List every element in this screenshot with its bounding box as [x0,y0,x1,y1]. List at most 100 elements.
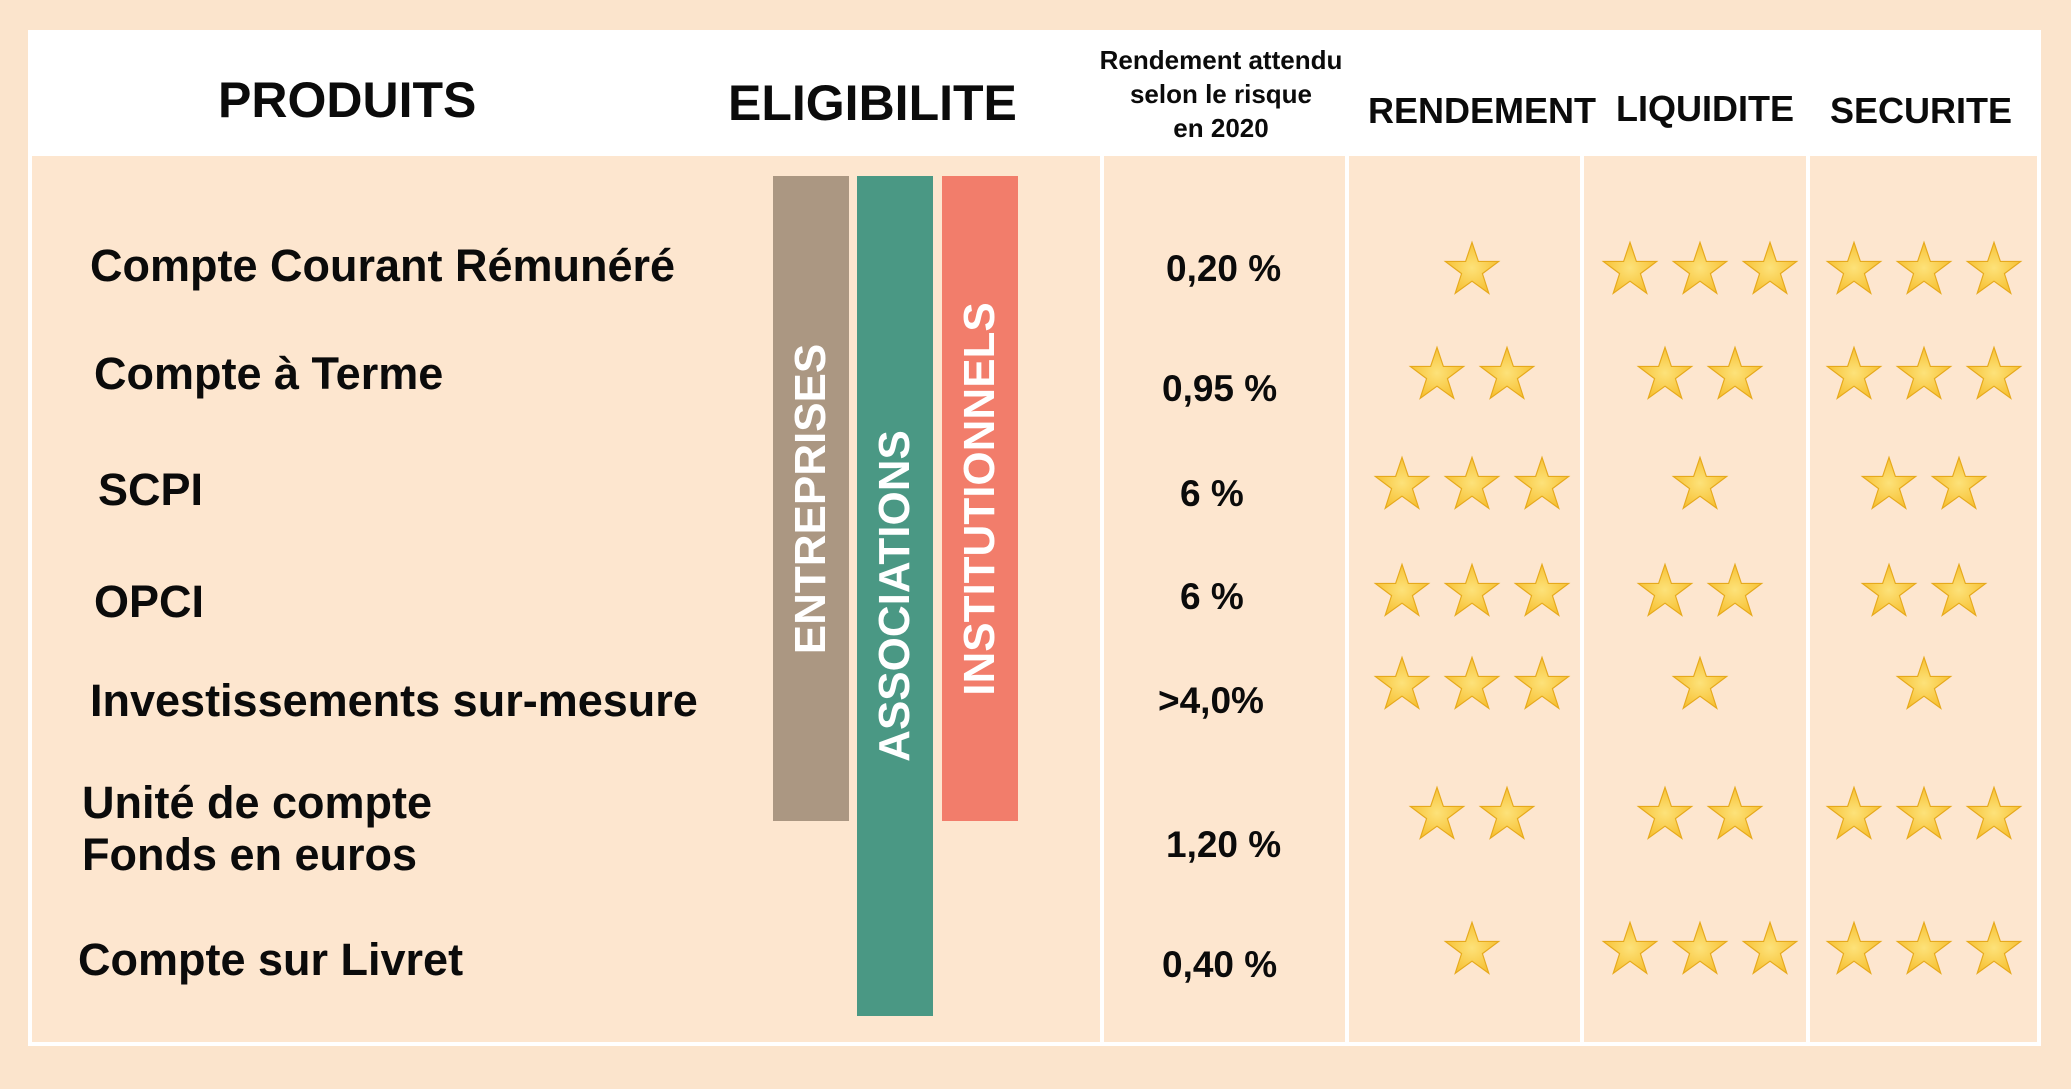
rendement-rating [1373,655,1571,715]
rendement-rating [1443,240,1501,300]
star-icon [1601,920,1659,978]
expected-return: 6 % [1180,473,1244,514]
star-icon [1601,240,1659,298]
eligibility-bar-entreprises: ENTREPRISES [773,176,849,821]
star-icon [1860,455,1918,513]
star-icon [1965,345,2023,403]
eligibility-label-associations: ASSOCIATIONS [870,430,919,762]
star-icon [1671,655,1729,713]
header-liquidite: LIQUIDITE [1616,88,1794,129]
expected-return: 6 % [1180,576,1244,617]
star-icon [1965,785,2023,843]
star-icon [1860,562,1918,620]
eligibility-label-entreprises: ENTREPRISES [786,343,835,654]
star-icon [1443,562,1501,620]
liquidite-rating [1636,785,1764,845]
liquidite-rating [1601,240,1799,300]
securite-rating [1895,655,1953,715]
header-produits: PRODUITS [218,72,477,128]
star-icon [1706,785,1764,843]
star-icon [1965,920,2023,978]
table-frame [28,30,2041,1046]
star-icon [1443,240,1501,298]
securite-rating [1825,920,2023,980]
star-icon [1373,455,1431,513]
header-rendement: RENDEMENT [1368,90,1597,131]
star-icon [1825,240,1883,298]
header-rendement-attendu-line: Rendement attendu [1099,45,1343,75]
rendement-rating [1408,345,1536,405]
eligibility-bar-associations: ASSOCIATIONS [857,176,933,1016]
rendement-rating [1373,455,1571,515]
securite-rating [1825,785,2023,845]
star-icon [1930,562,1988,620]
rendement-rating [1443,920,1501,980]
star-icon [1706,562,1764,620]
star-icon [1895,920,1953,978]
product-name: SCPI [98,464,204,515]
product-name: Compte sur Livret [78,934,464,985]
star-icon [1443,655,1501,713]
rendement-rating [1373,562,1571,622]
header-rendement-attendu-line: en 2020 [1173,113,1269,143]
securite-rating [1825,240,2023,300]
product-name-line: Unité de compte [82,777,433,828]
star-icon [1443,455,1501,513]
star-icon [1373,562,1431,620]
star-icon [1895,655,1953,713]
star-icon [1636,345,1694,403]
star-icon [1895,785,1953,843]
liquidite-rating [1601,920,1799,980]
star-icon [1965,240,2023,298]
securite-rating [1860,455,1988,515]
star-icon [1895,345,1953,403]
liquidite-rating [1671,455,1729,515]
expected-return: 0,95 % [1162,368,1278,409]
column-divider [1806,156,1810,1042]
liquidite-rating [1636,345,1764,405]
star-icon [1478,785,1536,843]
star-icon [1636,785,1694,843]
star-icon [1825,345,1883,403]
star-icon [1408,785,1466,843]
product-name: Investissements sur-mesure [90,675,698,726]
product-name-line: Fonds en euros [82,829,418,880]
rendement-rating [1408,785,1536,845]
star-icon [1706,345,1764,403]
star-icon [1513,655,1571,713]
star-icon [1636,562,1694,620]
securite-rating [1860,562,1988,622]
table-header [32,34,2037,156]
star-icon [1825,920,1883,978]
product-name: OPCI [94,576,205,627]
liquidite-rating [1636,562,1764,622]
product-name: Compte Courant Rémunéré [90,240,676,291]
expected-return: 0,20 % [1166,248,1282,289]
liquidite-rating [1671,655,1729,715]
expected-return: 0,40 % [1162,944,1278,985]
securite-rating [1825,345,2023,405]
product-name: Unité de compte Fonds en euros [82,777,432,881]
star-icon [1408,345,1466,403]
column-divider [1100,156,1104,1042]
header-eligibilite: ELIGIBILITE [728,75,1017,131]
star-icon [1741,920,1799,978]
star-icon [1825,785,1883,843]
expected-return: 1,20 % [1166,824,1282,865]
header-securite: SECURITE [1830,90,2013,131]
star-icon [1741,240,1799,298]
column-divider [1580,156,1584,1042]
column-divider [1345,156,1349,1042]
star-icon [1513,455,1571,513]
eligibility-label-institutionnels: INSTITUTIONNELS [955,301,1004,696]
star-icon [1478,345,1536,403]
star-icon [1671,455,1729,513]
star-icon [1671,920,1729,978]
star-icon [1895,240,1953,298]
star-icon [1513,562,1571,620]
product-name: Compte à Terme [94,348,444,399]
eligibility-bar-institutionnels: INSTITUTIONNELS [942,176,1018,821]
header-rendement-attendu-line: selon le risque [1129,79,1313,109]
star-icon [1671,240,1729,298]
expected-return: >4,0% [1158,680,1264,721]
